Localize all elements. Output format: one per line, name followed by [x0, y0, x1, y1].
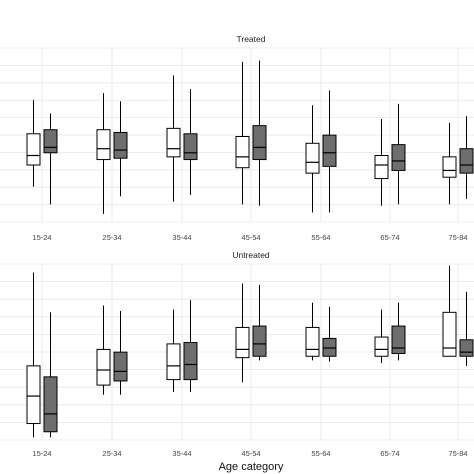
- box-65-74-group-b: [391, 103, 406, 205]
- x-tick-label: 55-64: [311, 449, 330, 458]
- box-body: [166, 343, 181, 381]
- box-25-34-group-b: [113, 310, 128, 395]
- box-15-24-group-b: [43, 113, 58, 205]
- box-55-64-group-a: [305, 302, 320, 361]
- x-tick-label: 35-44: [172, 233, 191, 242]
- panel-untreated-grid: [0, 263, 474, 441]
- box-15-24-group-a: [26, 99, 41, 187]
- x-tick-label: 15-24: [32, 449, 51, 458]
- box-15-24-group-a: [26, 272, 41, 438]
- box-35-44-group-a: [166, 75, 181, 202]
- box-35-44-group-b: [183, 88, 198, 195]
- box-35-44-group-b: [183, 299, 198, 392]
- box-body: [374, 154, 389, 180]
- box-body: [43, 129, 58, 154]
- panel-title-untreated: Untreated: [232, 250, 270, 260]
- panel-untreated-x-ticks: 15-24 25-34 35-44 45-54 55-64 65-74 75-8…: [32, 449, 467, 458]
- box-body: [183, 342, 198, 381]
- box-45-54-group-b: [252, 284, 267, 361]
- box-body: [43, 376, 58, 433]
- box-body: [459, 148, 474, 174]
- box-75-84-group-a: [442, 265, 457, 357]
- box-75-84-group-b: [459, 116, 474, 199]
- box-body: [235, 326, 250, 359]
- box-body: [166, 127, 181, 158]
- x-tick-label: 65-74: [380, 449, 399, 458]
- box-65-74-group-a: [374, 309, 389, 364]
- x-tick-label: 65-74: [380, 233, 399, 242]
- panel-untreated-boxes: [26, 265, 474, 438]
- box-body: [96, 348, 111, 386]
- panel-treated-x-ticks: 15-24 25-34 35-44 45-54 55-64 65-74 75-8…: [32, 233, 467, 242]
- box-body: [26, 133, 41, 166]
- panel-title-treated: Treated: [237, 34, 266, 44]
- box-45-54-group-b: [252, 60, 267, 206]
- box-body: [391, 325, 406, 355]
- box-body: [442, 156, 457, 178]
- box-75-84-group-b: [459, 291, 474, 366]
- box-body: [113, 351, 128, 382]
- box-35-44-group-a: [166, 309, 181, 392]
- box-25-34-group-a: [96, 93, 111, 214]
- box-body: [374, 336, 389, 357]
- panel-untreated: Untreated 15-24 25-34 35-44 45-54 55-64 …: [0, 250, 474, 458]
- box-body: [252, 125, 267, 161]
- panel-treated-boxes: [26, 60, 474, 214]
- box-body: [113, 131, 128, 159]
- box-25-34-group-b: [113, 101, 128, 197]
- box-65-74-group-b: [391, 302, 406, 361]
- x-tick-label: 75-84: [448, 233, 467, 242]
- box-55-64-group-b: [322, 306, 337, 362]
- box-body: [26, 365, 41, 425]
- box-body: [459, 339, 474, 357]
- box-body: [252, 325, 267, 357]
- box-body: [235, 135, 250, 169]
- box-45-54-group-a: [235, 61, 250, 205]
- x-tick-label: 55-64: [311, 233, 330, 242]
- x-tick-label: 45-54: [241, 233, 260, 242]
- x-tick-label: 35-44: [172, 449, 191, 458]
- panel-treated-grid: [0, 47, 474, 223]
- box-25-34-group-a: [96, 305, 111, 395]
- x-tick-label: 15-24: [32, 233, 51, 242]
- box-body: [442, 311, 457, 357]
- box-body: [322, 134, 337, 167]
- x-tick-label: 25-34: [102, 233, 121, 242]
- box-body: [322, 337, 337, 357]
- x-tick-label: 75-84: [448, 449, 467, 458]
- box-15-24-group-b: [43, 312, 58, 438]
- x-axis-title: Age category: [219, 461, 284, 473]
- box-55-64-group-a: [305, 105, 320, 213]
- box-body: [305, 142, 320, 174]
- box-75-84-group-a: [442, 122, 457, 205]
- x-tick-label: 45-54: [241, 449, 260, 458]
- box-body: [305, 326, 320, 357]
- box-65-74-group-a: [374, 118, 389, 206]
- box-body: [96, 129, 111, 161]
- panel-treated: Treated 15-24 25-34 35-44 45-54 55-64 65…: [0, 34, 474, 242]
- box-body: [391, 144, 406, 171]
- x-tick-label: 25-34: [102, 449, 121, 458]
- box-body: [183, 133, 198, 161]
- box-45-54-group-a: [235, 283, 250, 383]
- box-55-64-group-b: [322, 90, 337, 213]
